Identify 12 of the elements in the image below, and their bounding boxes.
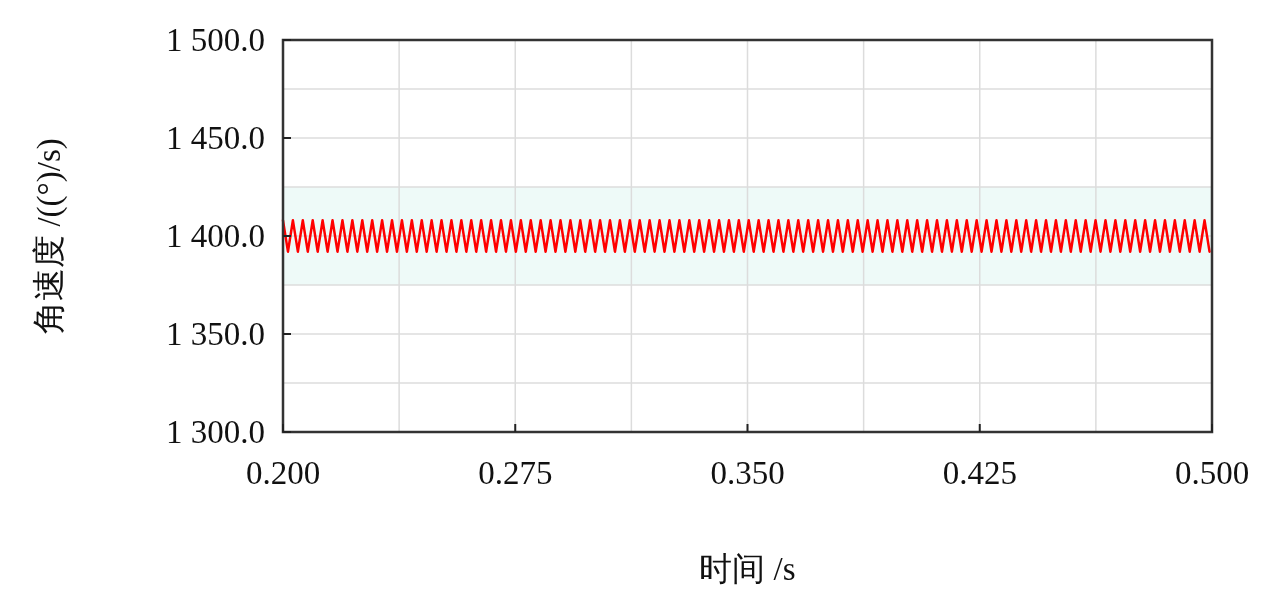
- y-tick-label: 1 350.0: [166, 316, 265, 352]
- y-axis-title: 角速度 /((°)/s): [31, 138, 68, 334]
- x-tick-label: 0.425: [942, 455, 1017, 491]
- y-tick-label: 1 400.0: [166, 218, 265, 254]
- x-axis-title: 时间 /s: [699, 551, 796, 587]
- y-tick-label: 1 500.0: [166, 22, 265, 58]
- x-tick-label: 0.500: [1174, 455, 1250, 491]
- x-tick-label: 0.275: [478, 455, 553, 491]
- x-tick-label: 0.200: [245, 455, 321, 491]
- y-tick-label: 1 450.0: [166, 120, 265, 156]
- y-tick-label: 1 300.0: [166, 414, 265, 450]
- x-tick-label: 0.350: [710, 455, 785, 491]
